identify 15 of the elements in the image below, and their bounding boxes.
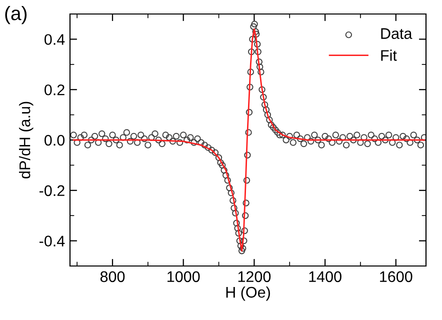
legend-label: Fit bbox=[381, 50, 397, 61]
y-tick-label: -0.2 bbox=[39, 185, 64, 196]
chart-title: (a) bbox=[5, 6, 27, 24]
y-tick-label: -0.4 bbox=[39, 236, 65, 246]
x-tick-label: 800 bbox=[100, 271, 125, 282]
y-tick-label: 0.0 bbox=[44, 134, 65, 146]
y-tick-label: 0.2 bbox=[44, 84, 64, 96]
x-tick-label: 1400 bbox=[309, 271, 342, 282]
x-tick-label: 1200 bbox=[238, 271, 271, 282]
x-axis-title: H (Oe) bbox=[226, 286, 270, 301]
y-axis-title: dP/dH (a.u) bbox=[19, 102, 34, 178]
y-tick-label: 0.4 bbox=[44, 34, 65, 45]
x-tick-label: 1600 bbox=[380, 271, 412, 282]
x-tick-label: 1000 bbox=[168, 271, 200, 282]
legend-label: Data bbox=[381, 28, 412, 39]
